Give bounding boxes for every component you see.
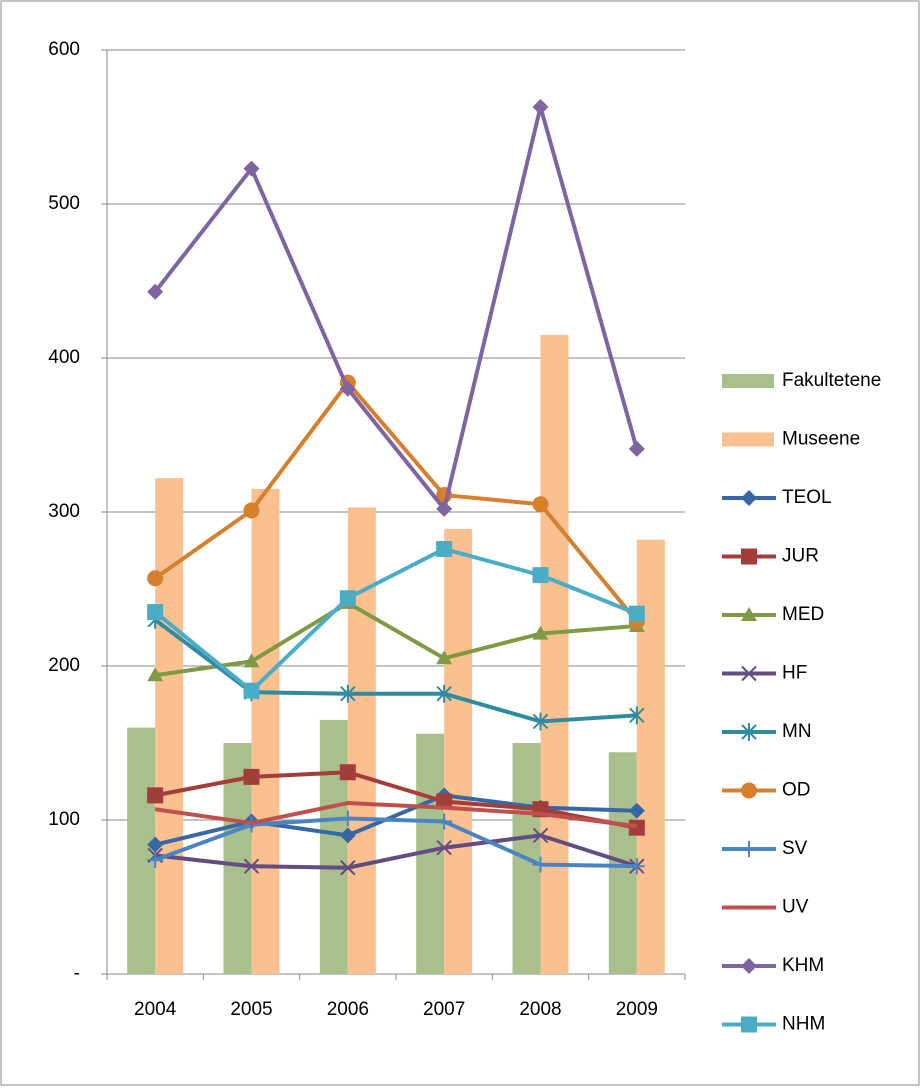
marker [243, 502, 260, 519]
y-tick-label: 600 [48, 39, 80, 60]
marker [741, 607, 757, 621]
x-tick-label: 2008 [519, 999, 561, 1020]
marker [243, 160, 260, 177]
marker [339, 590, 356, 607]
marker [532, 567, 549, 584]
bar [540, 334, 569, 974]
legend-label: JUR [782, 546, 819, 567]
line [154, 600, 637, 678]
y-tick-label: 300 [48, 501, 80, 522]
marker [147, 836, 164, 853]
y-tick-label: 100 [48, 809, 80, 830]
marker [147, 283, 164, 300]
legend-label: TEOL [782, 487, 832, 508]
marker [628, 605, 645, 622]
marker [243, 653, 260, 668]
marker [741, 723, 757, 741]
marker [243, 768, 260, 785]
line [153, 546, 638, 693]
legend-label: MN [782, 721, 812, 742]
marker [628, 819, 645, 836]
legend-label: MED [782, 604, 824, 625]
marker [532, 625, 549, 640]
marker [436, 840, 452, 856]
legend-label: Fakultetene [782, 370, 881, 391]
marker [147, 570, 164, 587]
y-tick-label: 500 [48, 193, 80, 214]
marker [147, 604, 164, 621]
marker [628, 858, 645, 875]
legend-swatch [722, 374, 774, 388]
marker [339, 827, 356, 844]
marker [741, 782, 757, 799]
marker [532, 827, 549, 844]
line [154, 816, 637, 869]
marker [147, 787, 164, 804]
legend-label: NHM [782, 1014, 825, 1035]
marker [436, 540, 453, 557]
marker [741, 490, 757, 506]
legend-label: OD [782, 780, 811, 801]
legend-label: UV [782, 897, 809, 918]
marker [436, 500, 453, 517]
marker [532, 496, 549, 513]
bar [444, 528, 473, 974]
marker [532, 98, 549, 115]
marker [741, 1016, 757, 1033]
legend-label: Museene [782, 429, 860, 450]
bar [155, 478, 184, 974]
marker [340, 684, 356, 703]
bar [636, 539, 665, 974]
marker [147, 852, 164, 869]
x-tick-label: 2009 [616, 999, 658, 1020]
marker [436, 813, 453, 830]
legend-label: SV [782, 838, 808, 859]
marker [628, 440, 645, 457]
legend-label: KHM [782, 955, 824, 976]
line [154, 833, 638, 870]
y-tick-label: 200 [48, 655, 80, 676]
marker [243, 682, 260, 699]
marker [741, 841, 757, 857]
marker [340, 860, 356, 876]
legend-swatch [722, 432, 774, 447]
marker [532, 712, 549, 731]
marker [339, 810, 356, 827]
line [154, 801, 638, 829]
y-tick-label: 400 [48, 347, 80, 368]
x-tick-label: 2006 [327, 999, 369, 1020]
marker [436, 650, 453, 665]
x-tick-label: 2007 [423, 999, 465, 1020]
marker [339, 380, 356, 397]
marker [741, 548, 757, 565]
marker [532, 856, 549, 873]
line [154, 793, 637, 847]
marker [629, 706, 645, 725]
legend-label: HF [782, 663, 807, 684]
y-tick-label: - [74, 963, 80, 984]
marker [243, 858, 260, 874]
line [153, 104, 639, 511]
marker [741, 665, 757, 682]
x-tick-label: 2005 [230, 999, 272, 1020]
marker [339, 764, 356, 781]
marker [436, 684, 452, 703]
marker [147, 667, 164, 682]
line [154, 770, 638, 830]
x-tick-label: 2004 [134, 999, 177, 1020]
line [154, 380, 639, 623]
bar [251, 488, 280, 974]
bar [319, 719, 348, 974]
bar [347, 507, 376, 974]
marker [741, 958, 757, 974]
marker [628, 802, 645, 819]
